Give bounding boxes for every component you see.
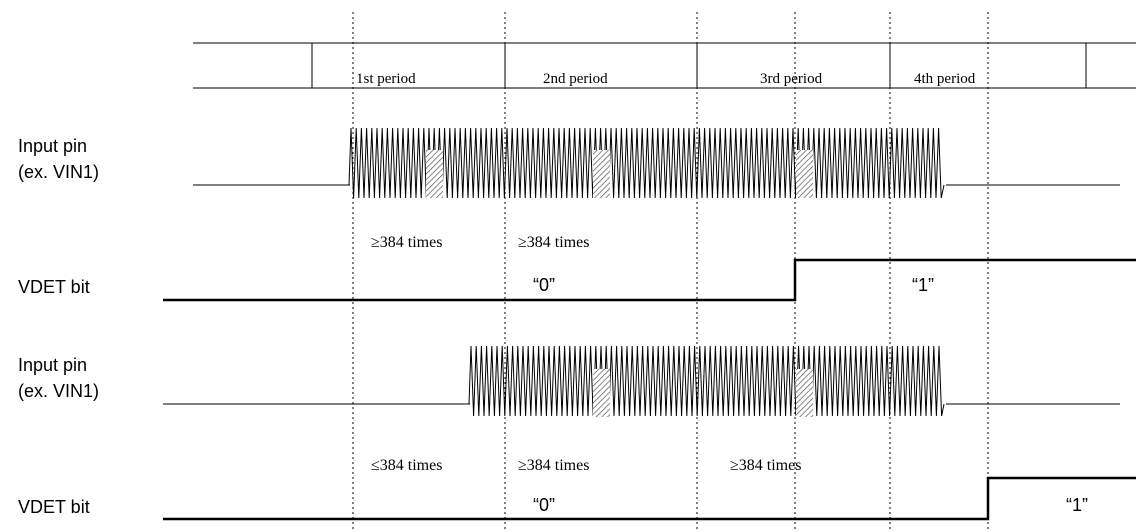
input-pin-label-2: Input pin <box>18 355 87 375</box>
vdet-bit-waveform-2: “0” “1” <box>163 476 1136 521</box>
vdet-bit-waveform-1: “0” “1” <box>163 258 1136 302</box>
input-1-oscillation <box>348 127 945 199</box>
count-label-2-2: ≥384 times <box>518 457 589 474</box>
period-boundary-guides <box>352 12 989 532</box>
input-2-oscillation <box>468 345 945 417</box>
count-labels-case-2: ≤384 times ≥384 times ≥384 times <box>371 457 801 474</box>
input-pin-sublabel-2: (ex. VIN1) <box>18 381 99 401</box>
input-waveform-2 <box>163 345 1120 417</box>
count-labels-case-1: ≥384 times ≥384 times <box>371 234 589 251</box>
period-bus-left-segment <box>193 43 313 89</box>
period-labels: 1st period 2nd period 3rd period 4th per… <box>356 71 976 87</box>
period-bus-right-segment <box>1085 43 1136 89</box>
vdet-2-value-0: “0” <box>533 495 555 515</box>
vdet-1-line <box>163 258 1136 302</box>
period-label-2: 2nd period <box>543 71 608 87</box>
period-label-4: 4th period <box>914 71 976 87</box>
period-label-1: 1st period <box>356 71 416 87</box>
vdet-bit-label-1: VDET bit <box>18 277 90 297</box>
period-bus <box>193 42 1136 89</box>
count-label-2-3: ≥384 times <box>730 457 801 474</box>
input-pin-sublabel-1: (ex. VIN1) <box>18 162 99 182</box>
vdet-1-value-0: “0” <box>533 275 555 295</box>
vdet-2-value-1: “1” <box>1066 495 1088 515</box>
input-1-gap-1 <box>426 150 443 198</box>
period-label-3: 3rd period <box>760 71 823 87</box>
count-label-2-1: ≤384 times <box>371 457 442 474</box>
input-2-gap-1 <box>593 369 610 417</box>
input-2-gap-2 <box>796 369 813 417</box>
count-label-1-2: ≥384 times <box>518 234 589 251</box>
count-label-1-1: ≥384 times <box>371 234 442 251</box>
input-waveform-1 <box>193 127 1120 199</box>
input-1-gap-3 <box>796 150 813 198</box>
vdet-bit-label-2: VDET bit <box>18 497 90 517</box>
input-1-gap-2 <box>593 150 610 198</box>
input-pin-label-1: Input pin <box>18 136 87 156</box>
signal-labels: Input pin (ex. VIN1) VDET bit Input pin … <box>18 136 99 517</box>
vdet-1-value-1: “1” <box>912 275 934 295</box>
vdet-2-line <box>163 476 1136 521</box>
